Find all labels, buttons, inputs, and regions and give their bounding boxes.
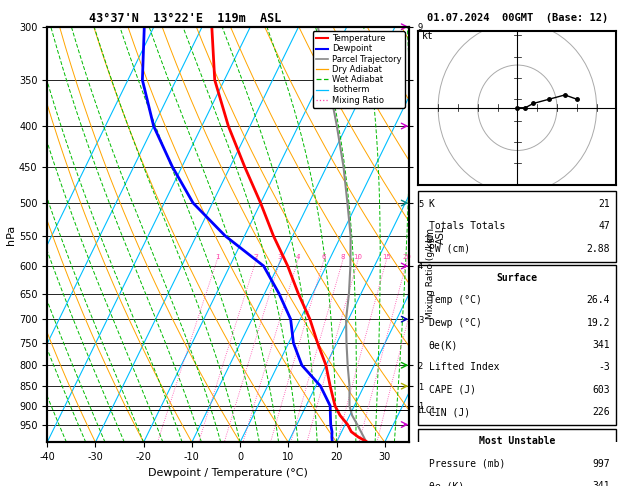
Y-axis label: km
ASL: km ASL xyxy=(425,226,446,243)
Text: 47: 47 xyxy=(598,221,610,231)
Text: kt: kt xyxy=(422,32,434,41)
Text: 21: 21 xyxy=(598,199,610,209)
Text: CAPE (J): CAPE (J) xyxy=(429,385,476,395)
Bar xyxy=(418,429,616,486)
Text: 2: 2 xyxy=(254,254,259,260)
Text: Temp (°C): Temp (°C) xyxy=(429,295,482,305)
Text: Lifted Index: Lifted Index xyxy=(429,363,499,372)
Text: 20: 20 xyxy=(403,254,411,260)
Text: Dewp (°C): Dewp (°C) xyxy=(429,317,482,328)
Text: 603: 603 xyxy=(593,385,610,395)
Legend: Temperature, Dewpoint, Parcel Trajectory, Dry Adiabat, Wet Adiabat, Isotherm, Mi: Temperature, Dewpoint, Parcel Trajectory… xyxy=(313,31,404,108)
Text: θe (K): θe (K) xyxy=(429,481,464,486)
Text: Pressure (mb): Pressure (mb) xyxy=(429,459,505,469)
Text: Surface: Surface xyxy=(497,273,538,283)
Text: K: K xyxy=(429,199,435,209)
Text: 43°37'N  13°22'E  119m  ASL: 43°37'N 13°22'E 119m ASL xyxy=(89,12,282,25)
Text: 4: 4 xyxy=(296,254,300,260)
Text: θe(K): θe(K) xyxy=(429,340,459,350)
Text: 3: 3 xyxy=(278,254,282,260)
Text: © weatheronline.co.uk: © weatheronline.co.uk xyxy=(461,431,574,440)
Text: 341: 341 xyxy=(593,340,610,350)
Text: 2.88: 2.88 xyxy=(587,243,610,254)
Text: 26.4: 26.4 xyxy=(587,295,610,305)
Text: 19.2: 19.2 xyxy=(587,317,610,328)
Text: Mixing Ratio (g/kg): Mixing Ratio (g/kg) xyxy=(426,233,435,319)
Text: CIN (J): CIN (J) xyxy=(429,407,470,417)
Text: -3: -3 xyxy=(598,363,610,372)
Bar xyxy=(418,191,616,261)
Text: 15: 15 xyxy=(382,254,391,260)
Text: 01.07.2024  00GMT  (Base: 12): 01.07.2024 00GMT (Base: 12) xyxy=(426,13,608,22)
Text: Most Unstable: Most Unstable xyxy=(479,436,555,447)
Text: PW (cm): PW (cm) xyxy=(429,243,470,254)
Text: 8: 8 xyxy=(340,254,345,260)
Text: 1LCL: 1LCL xyxy=(416,406,437,415)
Text: 1: 1 xyxy=(214,254,220,260)
X-axis label: Dewpoint / Temperature (°C): Dewpoint / Temperature (°C) xyxy=(148,468,308,478)
Y-axis label: hPa: hPa xyxy=(6,225,16,244)
Text: 6: 6 xyxy=(321,254,326,260)
Text: 341: 341 xyxy=(593,481,610,486)
Bar xyxy=(418,265,616,425)
Text: 997: 997 xyxy=(593,459,610,469)
Text: Totals Totals: Totals Totals xyxy=(429,221,505,231)
Text: 10: 10 xyxy=(353,254,362,260)
Text: 226: 226 xyxy=(593,407,610,417)
